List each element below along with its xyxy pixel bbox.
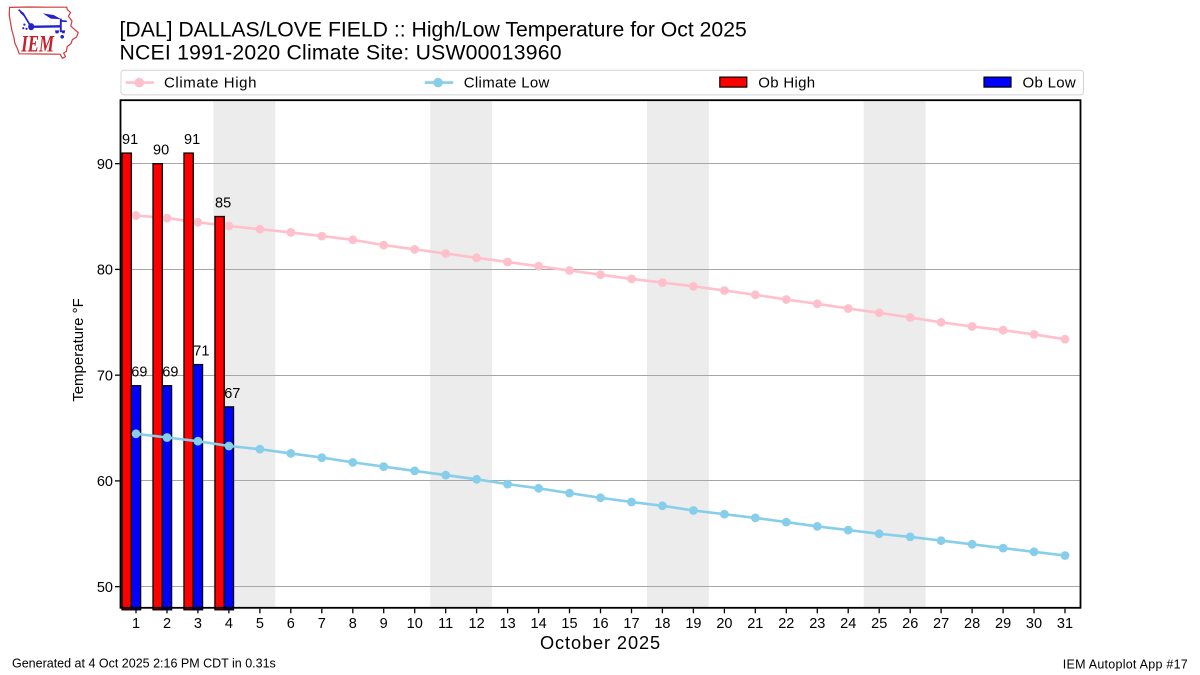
svg-text:30: 30 bbox=[1026, 616, 1042, 632]
svg-text:15: 15 bbox=[561, 616, 577, 632]
svg-text:Climate High: Climate High bbox=[164, 75, 257, 92]
svg-text:90: 90 bbox=[153, 143, 169, 159]
svg-text:21: 21 bbox=[747, 616, 763, 632]
svg-text:9: 9 bbox=[380, 616, 388, 632]
svg-text:90: 90 bbox=[97, 157, 113, 173]
svg-text:NCEI 1991-2020 Climate Site: U: NCEI 1991-2020 Climate Site: USW00013960 bbox=[120, 42, 562, 65]
svg-text:69: 69 bbox=[162, 365, 178, 381]
svg-text:22: 22 bbox=[778, 616, 794, 632]
svg-text:85: 85 bbox=[215, 196, 231, 212]
svg-text:70: 70 bbox=[97, 368, 113, 384]
svg-text:19: 19 bbox=[685, 616, 701, 632]
svg-text:IEM Autoplot App #17: IEM Autoplot App #17 bbox=[1063, 658, 1188, 672]
svg-text:28: 28 bbox=[964, 616, 980, 632]
svg-text:IEM: IEM bbox=[20, 32, 55, 57]
svg-text:67: 67 bbox=[224, 386, 240, 402]
svg-text:8: 8 bbox=[349, 616, 357, 632]
svg-text:14: 14 bbox=[531, 616, 547, 632]
svg-text:10: 10 bbox=[407, 616, 423, 632]
svg-text:3: 3 bbox=[194, 616, 202, 632]
svg-text:12: 12 bbox=[469, 616, 485, 632]
svg-text:Temperature °F: Temperature °F bbox=[70, 298, 87, 402]
svg-text:16: 16 bbox=[592, 616, 608, 632]
svg-text:2: 2 bbox=[163, 616, 171, 632]
svg-text:91: 91 bbox=[184, 132, 200, 148]
svg-text:Ob Low: Ob Low bbox=[1023, 75, 1077, 92]
svg-text:80: 80 bbox=[97, 263, 113, 279]
svg-text:Ob High: Ob High bbox=[758, 75, 815, 92]
svg-text:11: 11 bbox=[438, 616, 453, 632]
svg-text:17: 17 bbox=[623, 616, 639, 632]
svg-text:91: 91 bbox=[122, 132, 138, 148]
svg-text:71: 71 bbox=[193, 344, 209, 360]
svg-text:13: 13 bbox=[500, 616, 516, 632]
svg-text:4: 4 bbox=[225, 616, 233, 632]
svg-text:31: 31 bbox=[1057, 616, 1073, 632]
svg-text:27: 27 bbox=[933, 616, 949, 632]
svg-text:5: 5 bbox=[256, 616, 264, 632]
svg-text:Climate Low: Climate Low bbox=[464, 75, 550, 92]
svg-text:25: 25 bbox=[871, 616, 887, 632]
svg-text:[DAL] DALLAS/LOVE FIELD :: Hig: [DAL] DALLAS/LOVE FIELD :: High/Low Temp… bbox=[120, 19, 747, 42]
svg-text:6: 6 bbox=[287, 616, 295, 632]
svg-text:20: 20 bbox=[716, 616, 732, 632]
svg-text:1: 1 bbox=[132, 616, 140, 632]
svg-text:60: 60 bbox=[97, 474, 113, 490]
svg-text:7: 7 bbox=[318, 616, 326, 632]
svg-text:23: 23 bbox=[809, 616, 825, 632]
svg-text:69: 69 bbox=[131, 365, 147, 381]
svg-text:24: 24 bbox=[840, 616, 856, 632]
svg-text:Generated at 4 Oct 2025 2:16 P: Generated at 4 Oct 2025 2:16 PM CDT in 0… bbox=[12, 657, 276, 671]
svg-text:October 2025: October 2025 bbox=[540, 633, 661, 653]
svg-text:50: 50 bbox=[97, 580, 113, 596]
svg-text:18: 18 bbox=[654, 616, 670, 632]
svg-text:29: 29 bbox=[995, 616, 1011, 632]
svg-text:26: 26 bbox=[902, 616, 918, 632]
